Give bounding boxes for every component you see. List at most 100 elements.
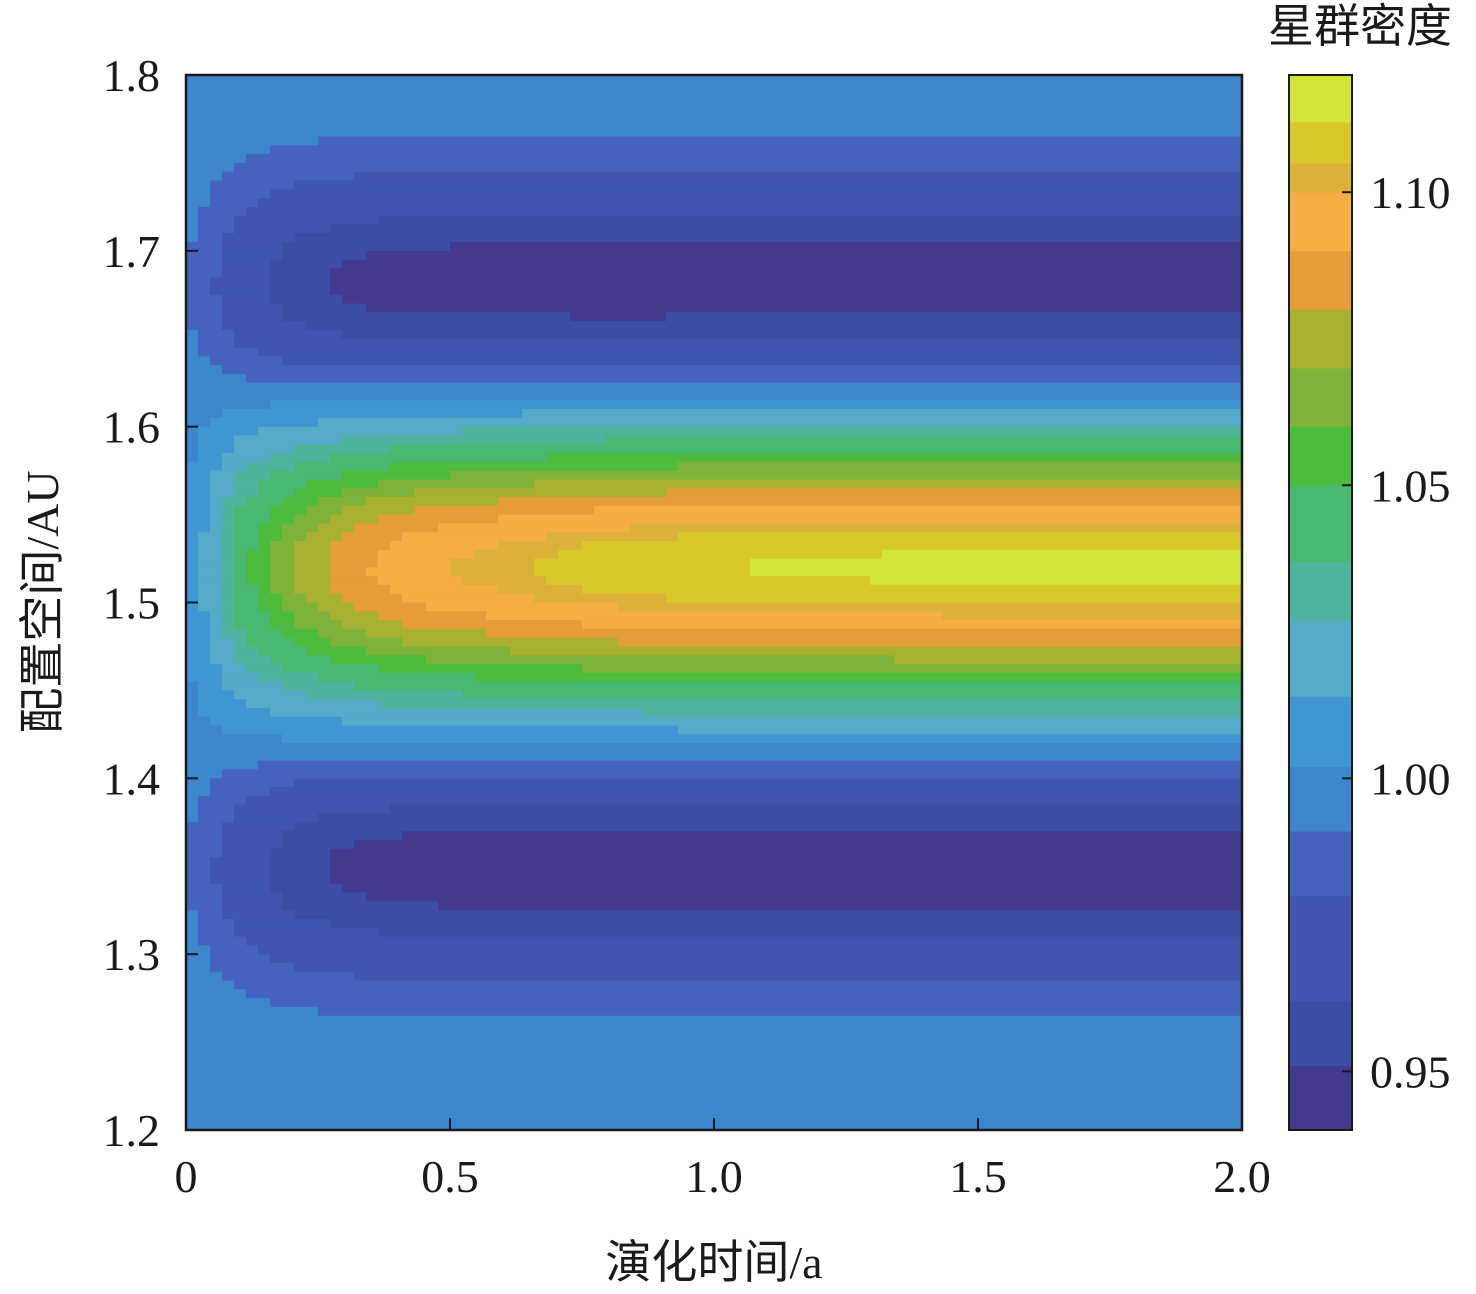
heatmap-cell bbox=[450, 461, 463, 472]
heatmap-cell bbox=[534, 497, 547, 507]
heatmap-cell bbox=[450, 611, 463, 621]
heatmap-cell bbox=[666, 514, 679, 524]
heatmap-cell bbox=[378, 831, 391, 841]
heatmap-cell bbox=[450, 136, 463, 146]
heatmap-cell bbox=[210, 620, 223, 630]
heatmap-cell bbox=[366, 1112, 379, 1122]
heatmap-cell bbox=[258, 927, 271, 938]
heatmap-cell bbox=[378, 857, 391, 867]
heatmap-cell bbox=[654, 637, 667, 648]
heatmap-cell bbox=[186, 989, 199, 999]
heatmap-cell bbox=[678, 716, 691, 727]
heatmap-cell bbox=[318, 690, 331, 700]
heatmap-cell bbox=[606, 479, 619, 489]
heatmap-cell bbox=[534, 1024, 547, 1034]
heatmap-cell bbox=[438, 233, 451, 243]
heatmap-cell bbox=[294, 857, 307, 867]
heatmap-cell bbox=[414, 75, 427, 85]
heatmap-cell bbox=[270, 549, 283, 560]
heatmap-cell bbox=[450, 417, 463, 428]
heatmap-cell bbox=[330, 769, 343, 779]
heatmap-cell bbox=[498, 145, 511, 155]
heatmap-cell bbox=[546, 180, 559, 190]
heatmap-cell bbox=[426, 620, 439, 630]
heatmap-cell bbox=[246, 954, 259, 964]
heatmap-cell bbox=[438, 1094, 451, 1105]
heatmap-cell bbox=[282, 242, 295, 252]
heatmap-cell bbox=[318, 347, 331, 357]
heatmap-cell bbox=[510, 962, 523, 973]
heatmap-cell bbox=[186, 365, 199, 375]
heatmap-cell bbox=[618, 224, 631, 234]
heatmap-cell bbox=[462, 1121, 475, 1130]
heatmap-cell bbox=[666, 347, 679, 357]
heatmap-cell bbox=[354, 365, 367, 375]
heatmap-cell bbox=[450, 198, 463, 208]
heatmap-cell bbox=[330, 681, 343, 692]
heatmap-cell bbox=[558, 637, 571, 648]
heatmap-cell bbox=[198, 444, 211, 454]
heatmap-cell bbox=[222, 540, 235, 551]
heatmap-cell bbox=[222, 962, 235, 973]
heatmap-cell bbox=[198, 162, 211, 173]
heatmap-cell bbox=[450, 919, 463, 929]
heatmap-cell bbox=[522, 611, 535, 621]
heatmap-cell bbox=[342, 286, 355, 296]
heatmap-cell bbox=[402, 628, 415, 639]
heatmap-cell bbox=[414, 1059, 427, 1070]
heatmap-cell bbox=[186, 866, 199, 876]
heatmap-cell bbox=[330, 593, 343, 604]
heatmap-cell bbox=[474, 338, 487, 349]
heatmap-cell bbox=[486, 576, 499, 586]
heatmap-cell bbox=[258, 1050, 271, 1061]
heatmap-cell bbox=[414, 1077, 427, 1087]
heatmap-cell bbox=[522, 435, 535, 445]
heatmap-cell bbox=[354, 699, 367, 709]
heatmap-cell bbox=[594, 971, 607, 982]
heatmap-cell bbox=[282, 365, 295, 375]
heatmap-cell bbox=[210, 954, 223, 964]
heatmap-cell bbox=[318, 1086, 331, 1096]
heatmap-cell bbox=[222, 927, 235, 938]
heatmap-cell bbox=[558, 479, 571, 489]
heatmap-cell bbox=[390, 927, 403, 938]
heatmap-cell bbox=[282, 505, 295, 516]
heatmap-cell bbox=[558, 611, 571, 621]
heatmap-cell bbox=[570, 215, 583, 226]
heatmap-cell bbox=[618, 971, 631, 982]
heatmap-cell bbox=[558, 321, 571, 331]
heatmap-cell bbox=[198, 857, 211, 867]
heatmap-cell bbox=[546, 1015, 559, 1026]
heatmap-cell bbox=[306, 646, 319, 656]
heatmap-cell bbox=[294, 576, 307, 586]
heatmap-cell bbox=[222, 989, 235, 999]
heatmap-cell bbox=[546, 382, 559, 393]
heatmap-cell bbox=[618, 567, 631, 577]
heatmap-cell bbox=[474, 1033, 487, 1043]
heatmap-cell bbox=[426, 857, 439, 867]
heatmap-cell bbox=[630, 435, 643, 445]
heatmap-cell bbox=[270, 286, 283, 296]
heatmap-cell bbox=[642, 646, 655, 656]
heatmap-cell bbox=[642, 470, 655, 481]
heatmap-cell bbox=[270, 532, 283, 542]
heatmap-cell bbox=[246, 382, 259, 393]
heatmap-cell bbox=[498, 365, 511, 375]
heatmap-cell bbox=[330, 250, 343, 261]
heatmap-cell bbox=[642, 672, 655, 683]
heatmap-cell bbox=[414, 329, 427, 340]
heatmap-cell bbox=[606, 382, 619, 393]
heatmap-cell bbox=[450, 1059, 463, 1070]
heatmap-cell bbox=[462, 725, 475, 735]
heatmap-cell bbox=[630, 154, 643, 164]
heatmap-cell bbox=[630, 690, 643, 700]
heatmap-cell bbox=[486, 233, 499, 243]
heatmap-cell bbox=[246, 936, 259, 946]
heatmap-cell bbox=[558, 1050, 571, 1061]
heatmap-cell bbox=[198, 848, 211, 859]
heatmap-cell bbox=[306, 136, 319, 146]
heatmap-cell bbox=[654, 479, 667, 489]
heatmap-cell bbox=[342, 804, 355, 815]
heatmap-cell bbox=[594, 321, 607, 331]
heatmap-cell bbox=[342, 453, 355, 463]
